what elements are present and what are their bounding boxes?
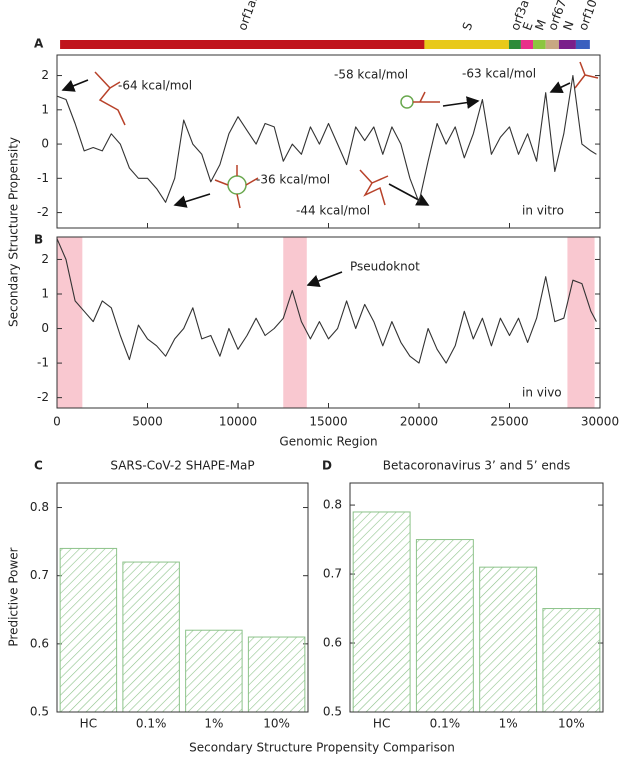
y-axis-label: Secondary Structure Propensity <box>7 137 21 327</box>
y-tick-label: -1 <box>37 171 49 185</box>
gene-label: S <box>460 20 476 32</box>
gene-label: orf10 <box>576 0 600 32</box>
y-tick-label: -2 <box>37 205 49 219</box>
y-tick-label: 0.8 <box>323 498 342 512</box>
propensity-line <box>56 75 597 203</box>
annotation: -63 kcal/mol <box>462 67 536 81</box>
x-tick-label: 5000 <box>132 415 163 429</box>
annotation: -44 kcal/mol <box>296 204 370 218</box>
y-tick-label: 0.8 <box>30 500 49 514</box>
plot-frame <box>56 236 601 409</box>
panel-title: Betacoronavirus 3’ and 5’ ends <box>383 459 570 473</box>
gene-segment <box>558 40 576 49</box>
gene-segment <box>533 40 546 49</box>
y-tick-label: 0 <box>41 137 49 151</box>
y-tick-label: 0.6 <box>323 636 342 650</box>
gene-segment <box>520 40 534 49</box>
panel-letter: A <box>34 37 44 51</box>
annotation: in vitro <box>522 204 564 218</box>
x-axis-label: Secondary Structure Propensity Compariso… <box>189 741 455 755</box>
x-tick-label: 0.1% <box>136 717 167 731</box>
bar <box>352 511 411 713</box>
rna-structures <box>94 61 599 209</box>
x-tick-label: 1% <box>499 717 518 731</box>
highlight-region <box>283 237 307 408</box>
x-tick-label: 10% <box>263 717 290 731</box>
highlight-region <box>567 237 595 408</box>
x-tick-label: 0 <box>53 415 61 429</box>
gene-segment <box>424 40 509 49</box>
gene-label: E <box>520 20 536 32</box>
bar <box>185 629 243 713</box>
x-tick-label: HC <box>80 717 97 731</box>
panel-letter: D <box>322 459 332 473</box>
panel-title: SARS-CoV-2 SHAPE-MaP <box>110 459 254 473</box>
x-tick-label: 20000 <box>400 415 438 429</box>
bar <box>479 566 538 713</box>
y-tick-label: 2 <box>41 68 49 82</box>
y-tick-label: -2 <box>37 390 49 404</box>
gene-segment <box>508 40 521 49</box>
bar <box>247 636 306 713</box>
panel-letter: C <box>34 459 43 473</box>
annotation: -64 kcal/mol <box>118 79 192 93</box>
x-tick-label: 10000 <box>219 415 257 429</box>
y-tick-label: 0.5 <box>323 705 342 719</box>
x-tick-label: 30000 <box>581 415 619 429</box>
plot-frame <box>56 54 601 229</box>
x-tick-label: 25000 <box>490 415 528 429</box>
gene-label: orf1ab <box>235 0 262 32</box>
y-axis-label: Predictive Power <box>7 547 21 646</box>
annotation: -58 kcal/mol <box>334 68 408 82</box>
gene-label: M <box>532 18 549 33</box>
gene-label: N <box>560 19 576 32</box>
gene-segment <box>60 40 425 49</box>
y-tick-label: 0.6 <box>30 636 49 650</box>
y-tick-label: 0 <box>41 321 49 335</box>
x-axis-label: Genomic Region <box>279 435 377 449</box>
annotation: -36 kcal/mol <box>256 173 330 187</box>
x-tick-label: HC <box>373 717 390 731</box>
bar <box>542 608 601 713</box>
y-tick-label: 2 <box>41 252 49 266</box>
bar <box>122 561 180 713</box>
y-tick-label: -1 <box>37 356 49 370</box>
y-tick-label: 1 <box>41 102 49 116</box>
y-tick-label: 0.7 <box>30 568 49 582</box>
gene-segment <box>575 40 590 49</box>
annotation: in vivo <box>522 386 562 400</box>
x-tick-label: 15000 <box>309 415 347 429</box>
y-tick-label: 1 <box>41 287 49 301</box>
plot-frame <box>349 482 604 713</box>
arrows <box>61 79 571 287</box>
highlight-region <box>57 237 83 408</box>
y-tick-label: 0.7 <box>323 567 342 581</box>
gene-segment <box>545 40 559 49</box>
plot-frame <box>56 482 309 713</box>
y-tick-label: 0.5 <box>30 705 49 719</box>
x-tick-label: 10% <box>558 717 585 731</box>
x-tick-label: 0.1% <box>430 717 461 731</box>
bar <box>415 539 474 713</box>
x-tick-label: 1% <box>204 717 223 731</box>
annotation: Pseudoknot <box>350 260 420 274</box>
panel-letter: B <box>34 233 43 247</box>
bar <box>59 547 118 713</box>
propensity-line <box>56 238 597 364</box>
